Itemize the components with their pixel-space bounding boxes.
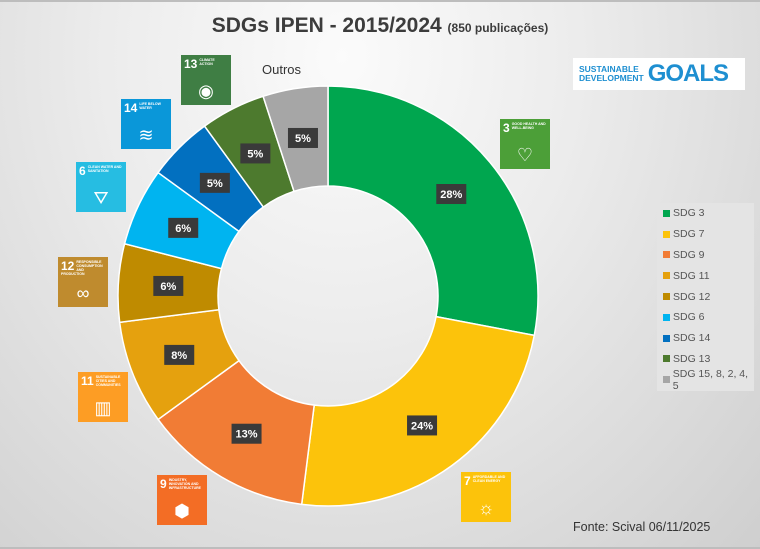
legend-item: SDG 14 [657,328,754,349]
sdg-6-icon: 6 Clean water and sanitation ⛛ [76,162,126,212]
legend-item: SDG 9 [657,245,754,266]
data-label: 6% [168,217,199,238]
legend-label: SDG 3 [673,207,705,220]
legend-label: SDG 12 [673,290,711,303]
legend-label: SDG 15, 8, 2, 4, 5 [672,367,749,392]
data-label: 5% [287,127,318,148]
legend-item: SDG 13 [657,349,754,370]
svg-text:6%: 6% [160,281,176,293]
legend-label: SDG 11 [673,269,710,282]
legend-label: SDG 13 [673,352,711,365]
legend-item: SDG 11 [657,265,754,286]
data-label: 5% [199,172,230,193]
sdg-12-icon: 12 Responsible consumption and production… [58,257,108,307]
legend-label: SDG 9 [673,248,705,261]
legend-label: SDG 14 [673,332,711,345]
data-label: 6% [153,275,184,296]
svg-text:13%: 13% [236,429,258,441]
legend-item: SDG 7 [657,224,754,245]
legend-item: SDG 15, 8, 2, 4, 5 [657,367,754,392]
data-label: 5% [240,143,271,164]
donut-slice-sdg-3 [327,85,539,337]
legend-swatch [663,313,670,321]
legend-swatch [663,355,670,363]
legend-swatch [663,334,670,342]
data-label: 24% [407,415,438,436]
legend-swatch [663,251,670,259]
chart-title: SDGs IPEN - 2015/2024 (850 publicações) [211,14,549,37]
legend-swatch [663,230,670,238]
data-label: 8% [164,344,195,365]
svg-text:6%: 6% [175,223,191,235]
svg-text:5%: 5% [207,178,223,190]
chart-subtitle: (850 publicações) [447,21,549,35]
legend-label: SDG 7 [673,228,705,241]
legend: SDG 3 SDG 7 SDG 9 SDG 11 SDG 12 SDG 6 SDG 14 SD… [657,203,754,392]
sdg-7-icon: 7 Affordable and clean energy ☼ [461,472,511,522]
data-label: 13% [231,423,262,444]
svg-text:8%: 8% [171,350,187,362]
sdg-13-icon: 13 Climate action ◉ [181,55,231,105]
data-label: 28% [436,184,467,205]
source-note: Fonte: Scival 06/11/2025 [573,520,711,534]
sdg-11-icon: 11 Sustainable cities and communities ▥ [78,372,128,422]
svg-text:5%: 5% [247,148,263,160]
svg-text:24%: 24% [411,420,433,432]
sdg-logo: SUSTAINABLE DEVELOPMENT GOALS [573,58,745,90]
sdg-3-icon: 3 Good health and well-being ♡ [500,119,550,169]
legend-swatch [663,293,670,301]
legend-item: SDG 12 [657,286,754,307]
legend-label: SDG 6 [673,311,705,324]
donut-slice-sdg-7 [300,315,536,507]
legend-item: SDG 6 [657,307,754,328]
svg-text:5%: 5% [295,133,311,145]
outros-label: Outros [262,62,302,77]
legend-swatch [663,272,670,280]
legend-swatch [663,376,670,384]
legend-item: SDG 3 [657,203,754,224]
legend-swatch [663,209,670,217]
sdg-14-icon: 14 Life below water ≋ [121,99,171,149]
sdg-9-icon: 9 Industry, innovation and infrastructure… [157,475,207,525]
svg-text:28%: 28% [440,189,462,201]
